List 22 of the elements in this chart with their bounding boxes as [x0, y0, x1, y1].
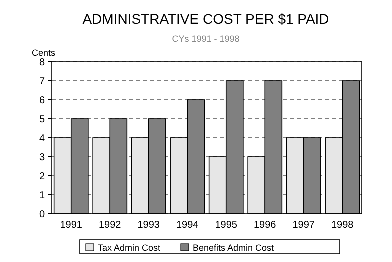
y-axis-title: Cents [32, 48, 56, 58]
legend-label: Benefits Admin Cost [193, 243, 275, 253]
x-tick-label: 1991 [60, 220, 83, 231]
y-tick-label: 3 [39, 152, 46, 164]
y-tick-label: 2 [39, 172, 46, 182]
x-tick-label: 1995 [215, 220, 238, 231]
x-tick-label: 1997 [292, 220, 316, 231]
x-tick-label: 1992 [99, 220, 122, 231]
chart-subtitle: CYs 1991 - 1998 [172, 34, 240, 44]
x-tick-label: 1996 [254, 220, 277, 231]
x-tick-label: 1993 [138, 220, 160, 231]
y-tick-label: 6 [39, 96, 46, 106]
y-tick-label: 1 [39, 190, 46, 202]
chart-title: ADMINISTRATIVE COST PER $1 PAID [82, 11, 330, 27]
y-tick-label: 4 [39, 134, 46, 144]
y-tick-label: 0 [39, 210, 46, 220]
y-tick-label: 7 [39, 76, 46, 88]
y-tick-label: 5 [39, 114, 46, 126]
legend-label: Tax Admin Cost [98, 243, 162, 253]
x-tick-label: 1998 [332, 220, 354, 231]
y-tick-label: 8 [39, 58, 46, 68]
x-tick-label: 1994 [176, 220, 200, 231]
